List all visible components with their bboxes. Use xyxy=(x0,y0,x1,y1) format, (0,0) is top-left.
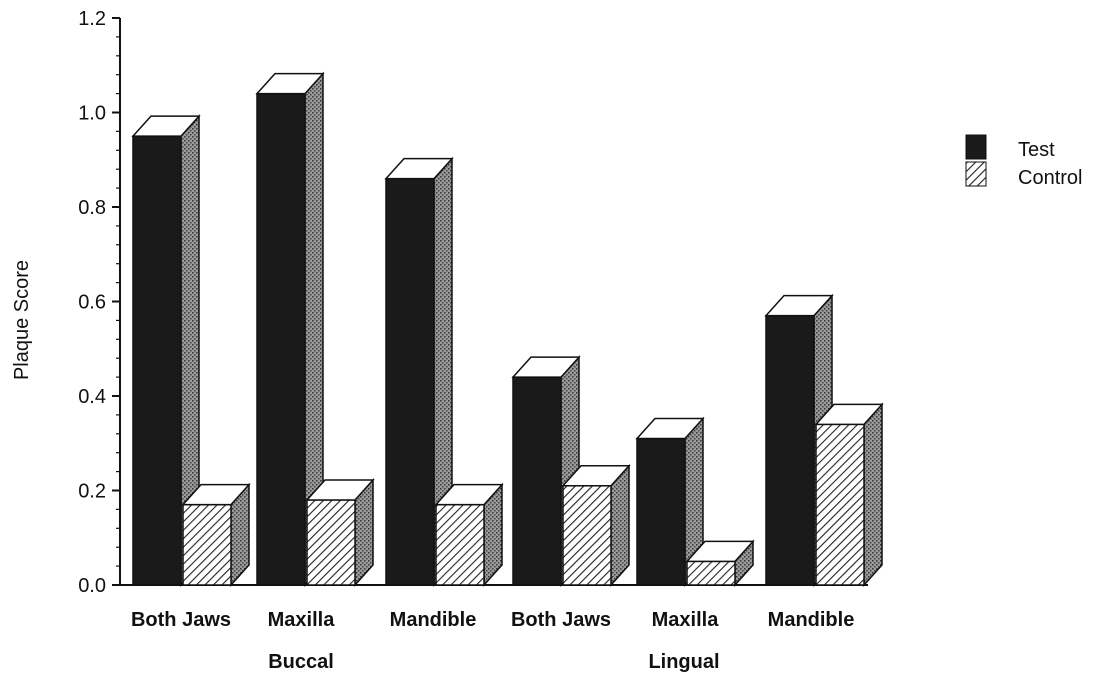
bar-control-top xyxy=(181,483,251,506)
bar-test-front xyxy=(132,135,182,586)
bar-control-2 xyxy=(434,482,504,587)
legend: Test Control xyxy=(965,134,1082,189)
legend-label-control: Control xyxy=(1018,167,1082,189)
bar-test-top xyxy=(764,294,834,317)
category-label: Both Jaws xyxy=(131,609,231,631)
y-tick-label: 0.8 xyxy=(78,197,106,219)
y-tick-label: 0.0 xyxy=(78,575,106,597)
bar-control-4 xyxy=(685,539,755,587)
bar-test-top xyxy=(131,115,201,137)
y-tick-label: 0.6 xyxy=(78,292,106,314)
category-label: Both Jaws xyxy=(511,609,611,631)
bar-test-top xyxy=(511,356,581,378)
label-layer: Both Jaws Maxilla Mandible Both Jaws Maxilla… xyxy=(131,609,854,673)
bar-control-3 xyxy=(561,463,631,587)
bar-control-front xyxy=(182,503,232,586)
bar-control-1 xyxy=(305,477,375,587)
bar-control-top xyxy=(561,465,631,487)
bar-control-0 xyxy=(181,482,251,587)
bar-test-1 xyxy=(255,71,325,587)
bar-test-top xyxy=(635,417,705,440)
legend-label-test: Test xyxy=(1018,139,1055,161)
bar-test-front xyxy=(512,376,562,586)
bar-layer xyxy=(131,71,884,587)
axis-layer: 0.0 0.2 0.4 0.6 0.8 1.0 1.2 xyxy=(78,8,868,597)
bar-test-4 xyxy=(635,416,705,587)
category-label: Maxilla xyxy=(652,609,720,631)
bar-control-top xyxy=(685,540,755,563)
category-label: Maxilla xyxy=(268,609,336,631)
bar-control-5 xyxy=(814,402,884,587)
bar-test-front xyxy=(765,314,815,586)
bar-control-top xyxy=(814,403,884,426)
legend-swatch-test xyxy=(965,134,987,160)
y-tick-label: 0.2 xyxy=(78,481,106,503)
bar-test-top xyxy=(384,157,454,180)
bar-control-top xyxy=(434,483,504,506)
y-axis-label: Plaque Score xyxy=(11,260,33,380)
y-tick-label: 1.0 xyxy=(78,103,106,125)
category-label: Mandible xyxy=(390,609,477,631)
group-label: Buccal xyxy=(268,651,334,673)
y-tick-label: 1.2 xyxy=(78,8,106,30)
bar-test-front xyxy=(256,92,306,586)
bar-test-front xyxy=(385,177,435,586)
bar-control-front xyxy=(686,560,736,586)
bar-control-front xyxy=(306,499,356,586)
bar-test-front xyxy=(636,437,686,586)
bar-control-side xyxy=(863,402,883,587)
bar-test-top xyxy=(255,72,325,95)
category-label: Mandible xyxy=(768,609,855,631)
bar-control-front xyxy=(435,503,485,586)
bar-control-front xyxy=(815,423,865,586)
bar-control-front xyxy=(562,485,612,586)
y-tick-label: 0.4 xyxy=(78,386,106,408)
bar-control-top xyxy=(305,479,375,501)
legend-swatch-control xyxy=(965,161,987,187)
group-label: Lingual xyxy=(648,651,719,673)
